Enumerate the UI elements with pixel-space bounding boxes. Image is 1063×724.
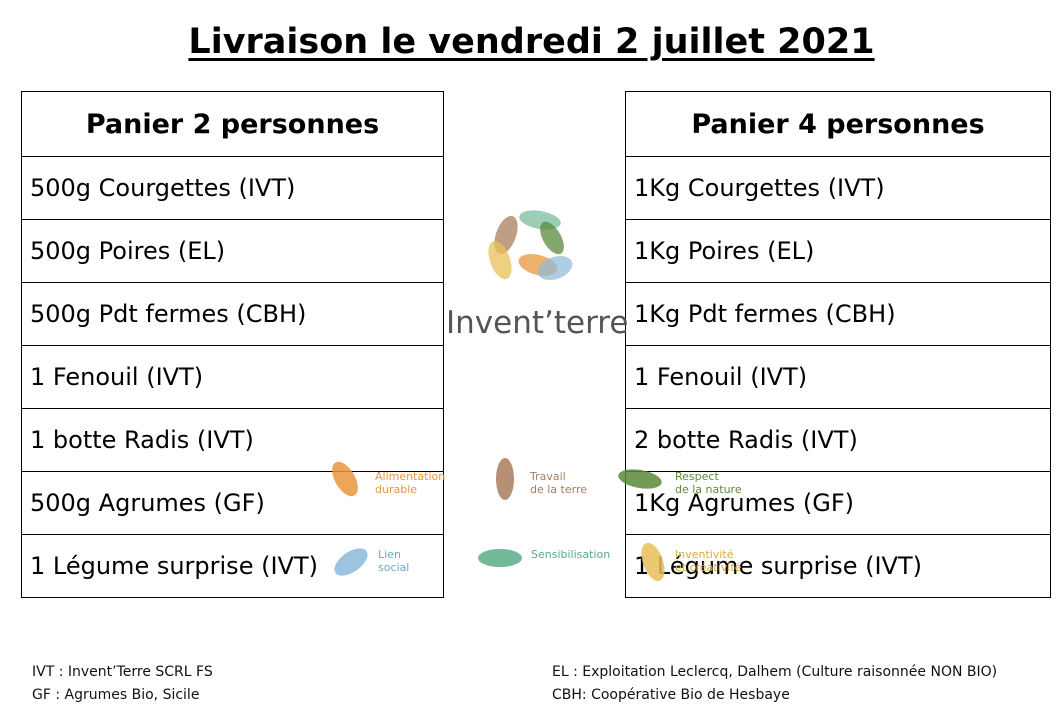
footnote: GF : Agrumes Bio, Sicile: [32, 687, 200, 703]
table-row: 1 Fenouil (IVT): [625, 345, 1051, 409]
table-row: 1Kg Pdt fermes (CBH): [625, 282, 1051, 346]
footer-legend-right: EL : Exploitation Leclercq, Dalhem (Cult…: [552, 661, 997, 707]
footer-legend-left: IVT : Invent’Terre SCRL FS GF : Agrumes …: [32, 661, 213, 707]
legend-respect: Respect de la nature: [675, 470, 742, 496]
table-row: 1 Légume surprise (IVT): [21, 534, 444, 598]
legend-alimentation: Alimentation durable: [375, 470, 446, 496]
footnote: IVT : Invent’Terre SCRL FS: [32, 664, 213, 680]
table-row: 1 Légume surprise (IVT): [625, 534, 1051, 598]
table-row: 2 botte Radis (IVT): [625, 408, 1051, 472]
page-title: Livraison le vendredi 2 juillet 2021: [188, 22, 875, 62]
footnote: EL : Exploitation Leclercq, Dalhem (Cult…: [552, 664, 998, 680]
table-row: 500g Courgettes (IVT): [21, 156, 444, 220]
basket-table-2-persons: Panier 2 personnes 500g Courgettes (IVT)…: [21, 91, 444, 598]
table-row: 1Kg Poires (EL): [625, 219, 1051, 283]
legend-inventivite: Inventivité et créativité: [675, 548, 742, 574]
inventterre-logo-icon: [488, 210, 573, 281]
footnote: CBH: Coopérative Bio de Hesbaye: [552, 687, 790, 703]
table-row: 1Kg Courgettes (IVT): [625, 156, 1051, 220]
leaf-icon: [332, 461, 358, 497]
table-heading: Panier 2 personnes: [21, 91, 444, 157]
legend-lien-social: Lien social: [378, 548, 410, 574]
table-row: 500g Poires (EL): [21, 219, 444, 283]
leaf-icon: [641, 542, 665, 582]
leaf-icon: [618, 469, 662, 489]
table-heading: Panier 4 personnes: [625, 91, 1051, 157]
table-row: 500g Pdt fermes (CBH): [21, 282, 444, 346]
leaf-icon: [334, 548, 368, 576]
leaf-icon: [496, 458, 514, 500]
table-row: 1 Fenouil (IVT): [21, 345, 444, 409]
legend-travail: Travail de la terre: [530, 470, 587, 496]
basket-table-4-persons: Panier 4 personnes 1Kg Courgettes (IVT) …: [625, 91, 1051, 598]
leaf-icon: [478, 549, 522, 567]
table-row: 1Kg Agrumes (GF): [625, 471, 1051, 535]
table-row: 500g Agrumes (GF): [21, 471, 444, 535]
logo-wordmark: Invent’terre: [446, 305, 629, 341]
table-row: 1 botte Radis (IVT): [21, 408, 444, 472]
legend-sensibilisation: Sensibilisation: [531, 548, 611, 561]
